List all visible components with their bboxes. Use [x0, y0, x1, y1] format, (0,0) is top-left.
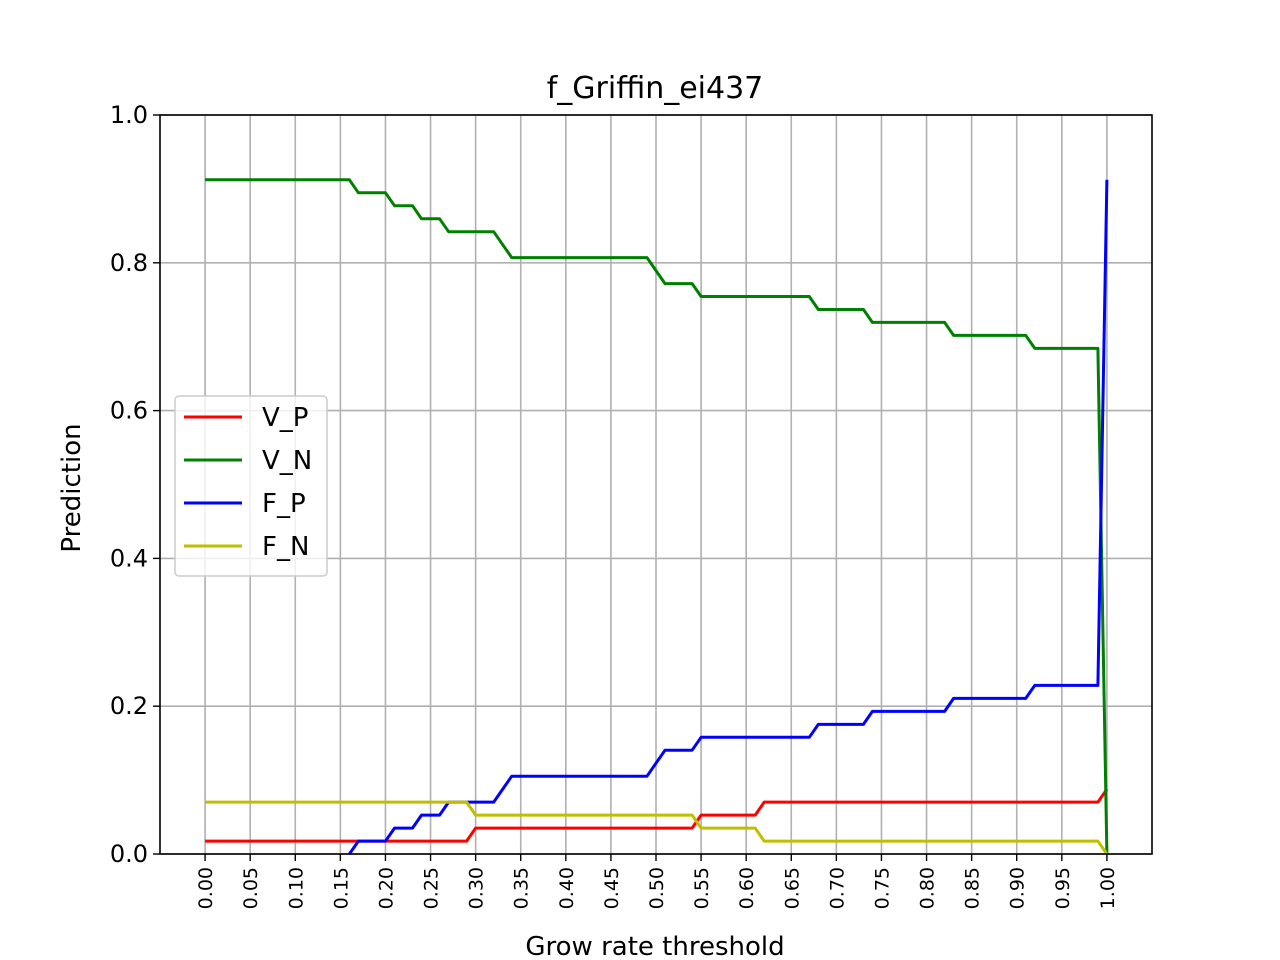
axis-ticks: 0.00 0.05 0.10 0.15 0.20 0.25 0.30 0.35 0.40 0.45… [110, 101, 1119, 909]
y-tick-label: 0.0 [110, 840, 148, 868]
legend-label: F_P [262, 489, 306, 519]
x-tick-label: 0.20 [375, 867, 397, 909]
x-tick-label: 0.40 [556, 867, 578, 909]
legend-label: V_N [262, 446, 312, 476]
x-tick-label: 0.15 [330, 867, 352, 909]
plot-area-frame [159, 114, 1153, 855]
x-tick-label: 0.25 [421, 867, 443, 909]
x-tick-label: 0.75 [871, 867, 893, 909]
x-tick-label: 0.65 [781, 867, 803, 909]
series-lines [205, 178, 1109, 855]
y-tick-label: 1.0 [110, 101, 148, 129]
x-tick-label: 0.70 [826, 867, 848, 909]
legend: V_P V_N F_P F_N [174, 395, 328, 577]
y-tick-label: 0.4 [110, 544, 148, 572]
x-tick-label: 0.00 [195, 867, 217, 909]
series-line-v-n [205, 178, 1109, 855]
x-tick-label: 1.00 [1097, 867, 1119, 909]
x-tick-label: 0.60 [736, 867, 758, 909]
legend-frame [174, 395, 328, 577]
chart-title: f_Griffin_ei437 [547, 71, 764, 106]
x-tick-label: 0.55 [691, 867, 713, 909]
x-tick-label: 0.50 [646, 867, 668, 909]
series-line-f-p [348, 179, 1109, 855]
x-tick-label: 0.85 [962, 867, 984, 909]
x-tick-label: 0.05 [240, 867, 262, 909]
y-tick-label: 0.8 [110, 249, 148, 277]
legend-label: V_P [262, 403, 308, 433]
x-tick-label: 0.35 [511, 867, 533, 909]
y-tick-label: 0.6 [110, 397, 148, 425]
series-line-v-p [205, 788, 1109, 843]
x-tick-label: 0.95 [1052, 867, 1074, 909]
x-tick-label: 0.10 [285, 867, 307, 909]
x-tick-label: 0.80 [917, 867, 939, 909]
x-axis-label: Grow rate threshold [525, 932, 784, 960]
x-tick-label: 0.90 [1007, 867, 1029, 909]
x-tick-label: 0.30 [466, 867, 488, 909]
x-tick-label: 0.45 [601, 867, 623, 909]
legend-label: F_N [262, 532, 309, 562]
y-axis-label: Prediction [57, 423, 87, 552]
y-tick-label: 0.2 [110, 692, 148, 720]
series-line-f-n [205, 800, 1109, 855]
